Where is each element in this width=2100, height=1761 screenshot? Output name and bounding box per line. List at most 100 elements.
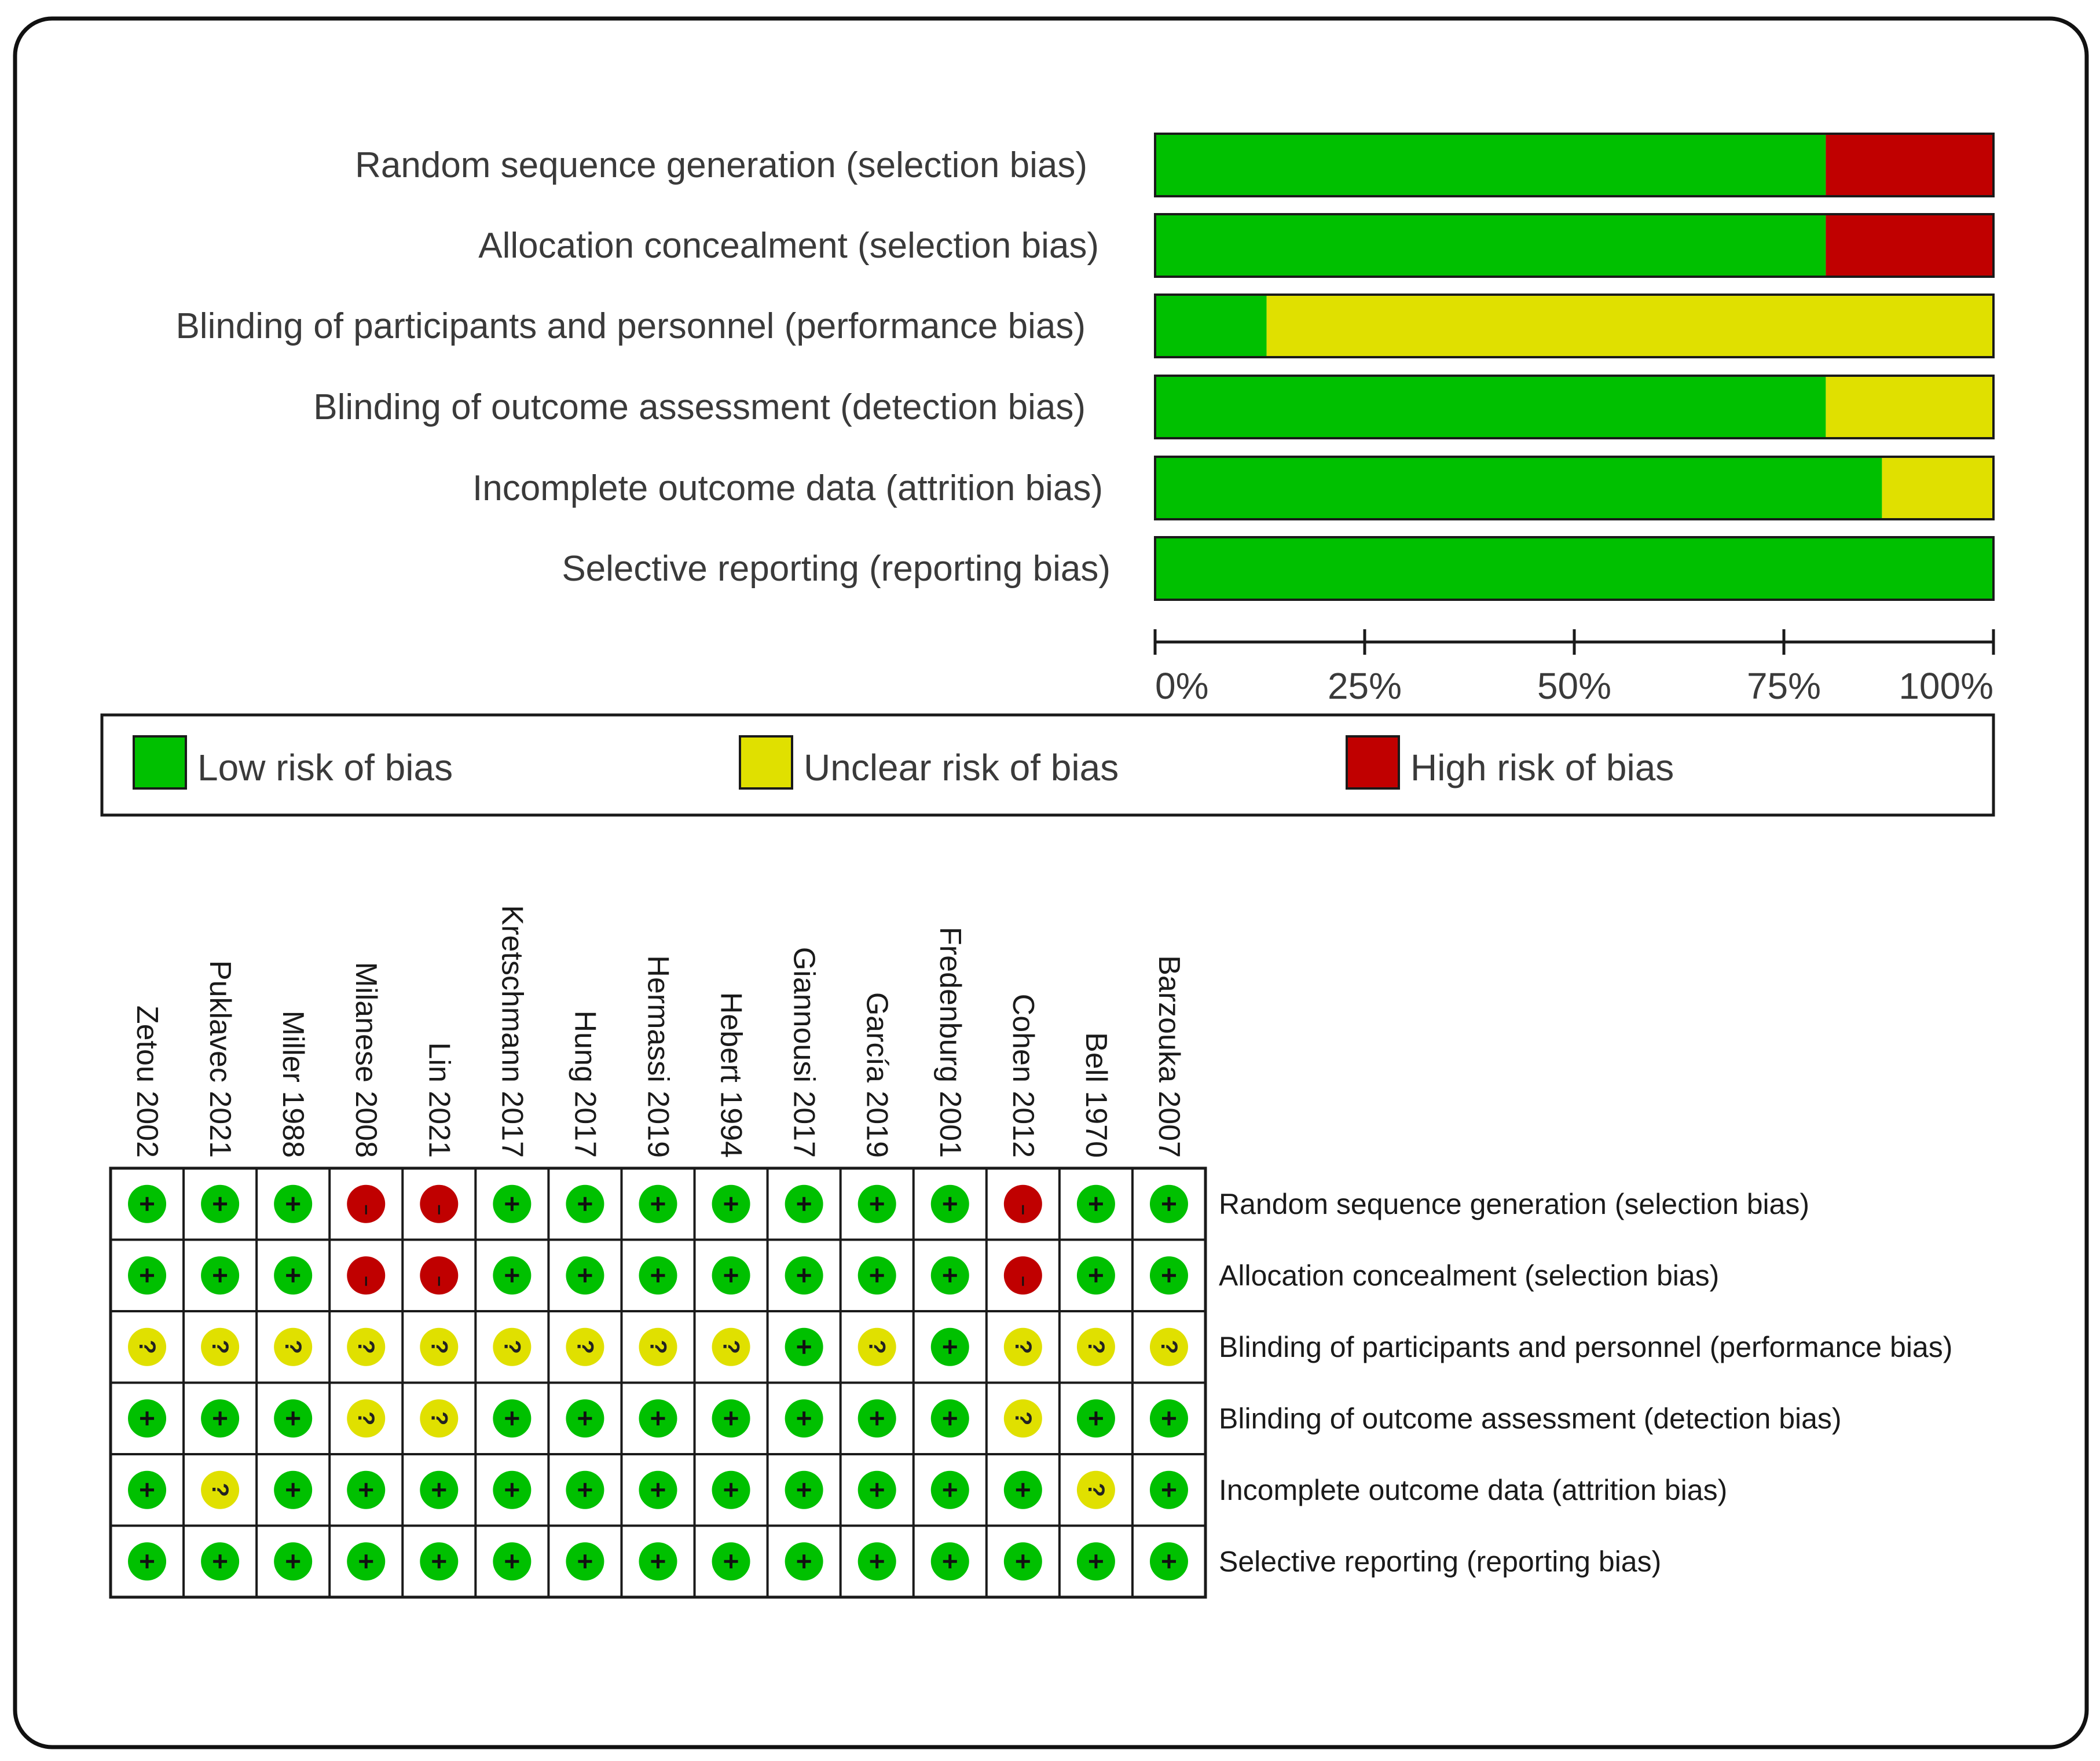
rating-low-garc-a-2019-row5 [857, 1470, 896, 1509]
rating-unclear-zetou-2002-row3: ? [128, 1327, 167, 1366]
rating-low-bell-1970-row2 [1076, 1256, 1115, 1295]
rating-low-hung-2017-row2 [566, 1256, 604, 1295]
question-icon: ? [134, 1340, 160, 1354]
question-icon: ? [572, 1340, 598, 1354]
legend-label-low-risk-of-bias: Low risk of bias [197, 747, 453, 788]
rating-low-milanese-2008-row6 [347, 1542, 386, 1581]
bar-segment-high-risk-of-bias-2 [1826, 214, 1993, 277]
rating-low-hung-2017-row1 [566, 1184, 604, 1223]
category-label-4: Blinding of outcome assessment (detectio… [313, 387, 1086, 427]
bar-segment-unclear-risk-of-bias-4 [1826, 376, 1993, 438]
study-label-fredenburg-2001: Fredenburg 2001 [933, 927, 967, 1158]
rating-low-hermassi-2019-row2 [639, 1256, 677, 1295]
rating-unclear-hermassi-2019-row3: ? [639, 1327, 677, 1366]
bar-segment-low-risk-of-bias-2 [1155, 214, 1826, 277]
rating-dot [420, 1327, 459, 1366]
rating-low-giannousi-2017-row1 [785, 1184, 823, 1223]
rating-low-puklavec-2021-row6 [201, 1542, 240, 1581]
rating-low-giannousi-2017-row6 [785, 1542, 823, 1581]
rating-unclear-hebert-1994-row3: ? [712, 1327, 750, 1366]
question-icon: ? [1083, 1483, 1109, 1497]
rating-low-zetou-2002-row1 [128, 1184, 167, 1223]
study-label-garc-a-2019: García 2019 [860, 992, 894, 1158]
bar-outline-6 [1154, 536, 1995, 601]
rating-low-puklavec-2021-row4 [201, 1399, 240, 1438]
rating-low-lin-2021-row6 [420, 1542, 459, 1581]
rating-low-zetou-2002-row5 [128, 1470, 167, 1509]
rating-low-zetou-2002-row2 [128, 1256, 167, 1295]
rating-low-barzouka-2007-row2 [1149, 1256, 1188, 1295]
legend-label-high-risk-of-bias: High risk of bias [1410, 747, 1674, 788]
question-icon: ? [426, 1340, 452, 1354]
x-tick-label-1: 0% [1155, 665, 1209, 707]
rating-low-miller-1988-row2 [274, 1256, 313, 1295]
rating-low-hung-2017-row6 [566, 1542, 604, 1581]
category-label-6: Selective reporting (reporting bias) [562, 549, 1111, 589]
rating-low-bell-1970-row1 [1076, 1184, 1115, 1223]
rating-low-barzouka-2007-row4 [1149, 1399, 1188, 1438]
study-label-zetou-2002: Zetou 2002 [130, 1006, 164, 1158]
question-icon: ? [719, 1340, 744, 1354]
rating-low-milanese-2008-row5 [347, 1470, 386, 1509]
study-label-hermassi-2019: Hermassi 2019 [642, 955, 675, 1158]
category-label-2: Allocation concealment (selection bias) [478, 226, 1099, 266]
bar-segment-high-risk-of-bias-1 [1826, 134, 1993, 196]
rating-low-zetou-2002-row4 [128, 1399, 167, 1438]
rating-unclear-bell-1970-row5: ? [1076, 1470, 1115, 1509]
rating-high-milanese-2008-row1 [347, 1184, 386, 1223]
rating-unclear-bell-1970-row3: ? [1076, 1327, 1115, 1366]
rating-low-garc-a-2019-row4 [857, 1399, 896, 1438]
domain-label-5: Incomplete outcome data (attrition bias) [1219, 1474, 1727, 1506]
rating-low-garc-a-2019-row1 [857, 1184, 896, 1223]
bar-segment-low-risk-of-bias-1 [1155, 134, 1826, 196]
bar-outline-3 [1154, 294, 1995, 358]
study-label-kretschmann-2017: Kretschmann 2017 [495, 905, 529, 1158]
rating-dot [128, 1327, 167, 1366]
rating-unclear-cohen-2012-row3: ? [1003, 1327, 1042, 1366]
rating-unclear-kretschmann-2017-row3: ? [493, 1327, 532, 1366]
bar-segment-low-risk-of-bias-5 [1155, 457, 1882, 519]
domain-label-6: Selective reporting (reporting bias) [1219, 1545, 1661, 1577]
bar-segment-unclear-risk-of-bias-3 [1266, 295, 1993, 357]
rating-low-hebert-1994-row5 [712, 1470, 750, 1509]
question-icon: ? [864, 1340, 890, 1354]
rating-low-hermassi-2019-row6 [639, 1542, 677, 1581]
rating-unclear-puklavec-2021-row3: ? [201, 1327, 240, 1366]
rating-low-puklavec-2021-row2 [201, 1256, 240, 1295]
rating-dot [712, 1327, 750, 1366]
rating-dot [420, 1184, 459, 1223]
rating-low-kretschmann-2017-row5 [493, 1470, 532, 1509]
risk-of-bias-graph: Random sequence generation (selection bi… [175, 133, 1995, 707]
rating-unclear-barzouka-2007-row3: ? [1149, 1327, 1188, 1366]
bar-segment-low-risk-of-bias-6 [1155, 537, 1993, 600]
legend-label-unclear-risk-of-bias: Unclear risk of bias [804, 747, 1119, 788]
rating-low-bell-1970-row6 [1076, 1542, 1115, 1581]
rating-low-giannousi-2017-row4 [785, 1399, 823, 1438]
rating-low-miller-1988-row1 [274, 1184, 313, 1223]
rating-low-fredenburg-2001-row3 [930, 1327, 969, 1366]
question-icon: ? [353, 1340, 379, 1354]
rating-low-cohen-2012-row5 [1003, 1470, 1042, 1509]
rating-low-barzouka-2007-row1 [1149, 1184, 1188, 1223]
rating-dot [857, 1327, 896, 1366]
rating-low-kretschmann-2017-row4 [493, 1399, 532, 1438]
rating-unclear-hung-2017-row3: ? [566, 1327, 604, 1366]
rating-low-hebert-1994-row1 [712, 1184, 750, 1223]
rating-low-hung-2017-row5 [566, 1470, 604, 1509]
study-label-miller-1988: Miller 1988 [276, 1011, 310, 1158]
rating-dot [1076, 1470, 1115, 1509]
rating-low-miller-1988-row4 [274, 1399, 313, 1438]
rating-low-barzouka-2007-row6 [1149, 1542, 1188, 1581]
rating-dot [347, 1327, 386, 1366]
domain-label-2: Allocation concealment (selection bias) [1219, 1259, 1719, 1292]
rating-low-puklavec-2021-row1 [201, 1184, 240, 1223]
question-icon: ? [499, 1340, 525, 1354]
rating-low-miller-1988-row5 [274, 1470, 313, 1509]
rating-high-milanese-2008-row2 [347, 1256, 386, 1295]
x-tick-label-2: 25% [1328, 665, 1402, 707]
bar-segment-unclear-risk-of-bias-5 [1882, 457, 1993, 519]
study-label-milanese-2008: Milanese 2008 [349, 962, 383, 1158]
rating-dot [347, 1399, 386, 1438]
rating-low-hermassi-2019-row5 [639, 1470, 677, 1509]
